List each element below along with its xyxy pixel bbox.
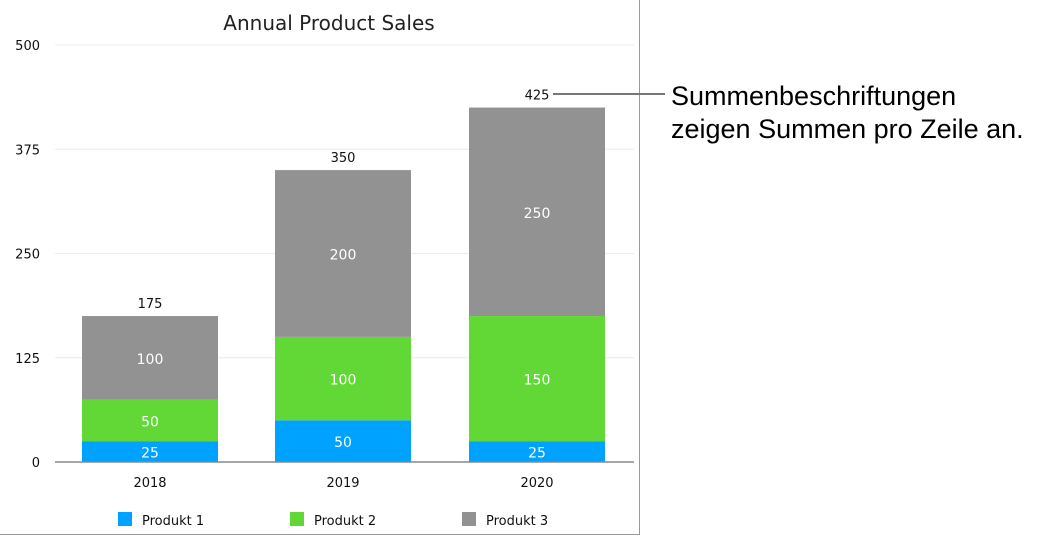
legend-label: Produkt 3 bbox=[486, 514, 548, 529]
x-tick-label: 2020 bbox=[520, 476, 553, 491]
data-label: 250 bbox=[524, 206, 551, 222]
chart-title: Annual Product Sales bbox=[223, 11, 434, 35]
bar-segment bbox=[82, 441, 218, 462]
bar-segment bbox=[275, 336, 411, 421]
callout-line-2: zeigen Summen pro Zeile an. bbox=[671, 114, 1024, 144]
total-label: 425 bbox=[525, 89, 550, 104]
y-tick-label: 250 bbox=[15, 248, 40, 263]
bar-segment bbox=[469, 316, 605, 442]
data-label: 100 bbox=[330, 373, 357, 389]
chart-frame bbox=[0, 0, 640, 535]
data-label: 100 bbox=[137, 352, 164, 368]
bar-segment bbox=[275, 420, 411, 462]
y-tick-label: 0 bbox=[32, 456, 40, 471]
legend-swatch bbox=[462, 512, 476, 526]
callout-line-1: Summenbeschriftungen bbox=[671, 81, 957, 111]
bar-segment bbox=[82, 399, 218, 442]
legend-label: Produkt 2 bbox=[314, 514, 376, 529]
legend-label: Produkt 1 bbox=[142, 514, 204, 529]
y-tick-label: 125 bbox=[15, 352, 40, 367]
y-tick-label: 375 bbox=[15, 143, 40, 158]
callout-text: Summenbeschriftungen zeigen Summen pro Z… bbox=[671, 80, 1024, 146]
y-tick-label: 500 bbox=[15, 39, 40, 54]
data-label: 200 bbox=[330, 248, 357, 264]
bar-segment bbox=[275, 170, 411, 337]
legend-swatch bbox=[290, 512, 304, 526]
data-label: 150 bbox=[524, 373, 551, 389]
bar-segment bbox=[82, 316, 218, 400]
data-label: 25 bbox=[141, 446, 159, 462]
data-label: 50 bbox=[334, 435, 352, 451]
bar-segment bbox=[469, 441, 605, 462]
total-label: 175 bbox=[138, 297, 163, 312]
x-tick-label: 2018 bbox=[133, 476, 166, 491]
total-label: 350 bbox=[331, 151, 356, 166]
bar-segment bbox=[469, 107, 605, 317]
x-tick-label: 2019 bbox=[326, 476, 359, 491]
legend-swatch bbox=[118, 512, 132, 526]
data-label: 50 bbox=[141, 414, 159, 430]
data-label: 25 bbox=[528, 446, 546, 462]
